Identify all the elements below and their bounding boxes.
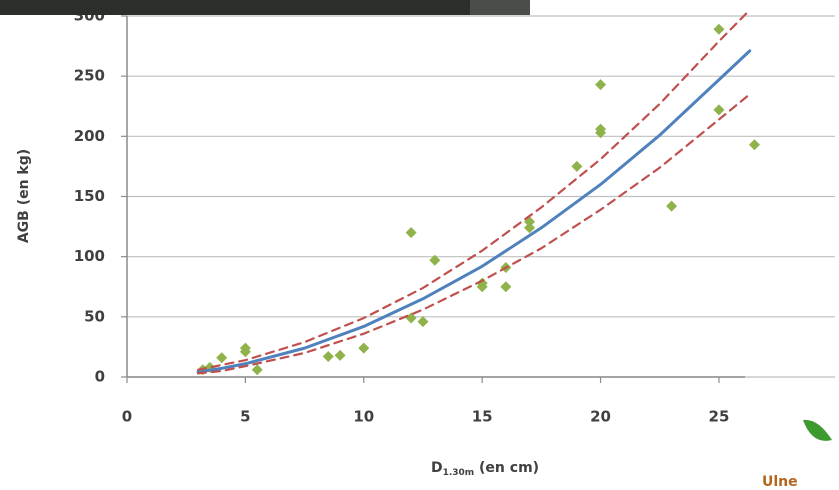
y-tick-label: 50 xyxy=(84,307,105,325)
data-point xyxy=(322,351,334,363)
data-point xyxy=(239,346,251,358)
y-axis-label: AGB (en kg) xyxy=(16,149,32,243)
data-point xyxy=(666,200,678,212)
data-point xyxy=(405,312,417,324)
y-tick-label: 100 xyxy=(74,247,105,265)
x-tick-label: 15 xyxy=(472,408,493,426)
x-axis-label: D1.30m (en cm) xyxy=(431,460,539,478)
data-point xyxy=(713,23,725,35)
data-point xyxy=(429,254,441,266)
data-point xyxy=(713,104,725,116)
data-point xyxy=(476,281,488,293)
data-point xyxy=(748,139,760,151)
x-axis-label-main: D xyxy=(431,460,443,476)
data-point xyxy=(571,160,583,172)
confidence-band xyxy=(196,8,751,371)
data-point xyxy=(524,222,536,234)
x-tick-label: 10 xyxy=(353,408,374,426)
data-point xyxy=(500,281,512,293)
x-tick-label: 20 xyxy=(590,408,611,426)
annotation: Ulne xyxy=(762,474,798,486)
data-point xyxy=(595,79,607,91)
data-point xyxy=(358,342,370,354)
data-point xyxy=(251,364,263,376)
x-axis-label-subscript: 1.30m xyxy=(443,468,475,478)
data-point xyxy=(334,349,346,361)
y-tick-label: 200 xyxy=(74,127,105,145)
fit-curve xyxy=(196,49,752,374)
y-tick-label: 250 xyxy=(74,67,105,85)
y-tick-label: 0 xyxy=(95,368,105,386)
x-axis-label-unit: (en cm) xyxy=(474,460,539,476)
x-tick-label: 5 xyxy=(240,408,250,426)
photo-overlay xyxy=(0,0,530,15)
x-tick-label: 0 xyxy=(122,408,132,426)
data-point xyxy=(405,227,417,239)
data-point xyxy=(595,127,607,139)
data-point xyxy=(216,352,228,364)
photo-overlay-detail xyxy=(470,0,530,15)
leaf-icon xyxy=(803,419,832,441)
confidence-band xyxy=(196,93,751,375)
data-point xyxy=(417,316,429,328)
y-tick-label: 150 xyxy=(74,187,105,205)
x-tick-label: 25 xyxy=(709,408,730,426)
